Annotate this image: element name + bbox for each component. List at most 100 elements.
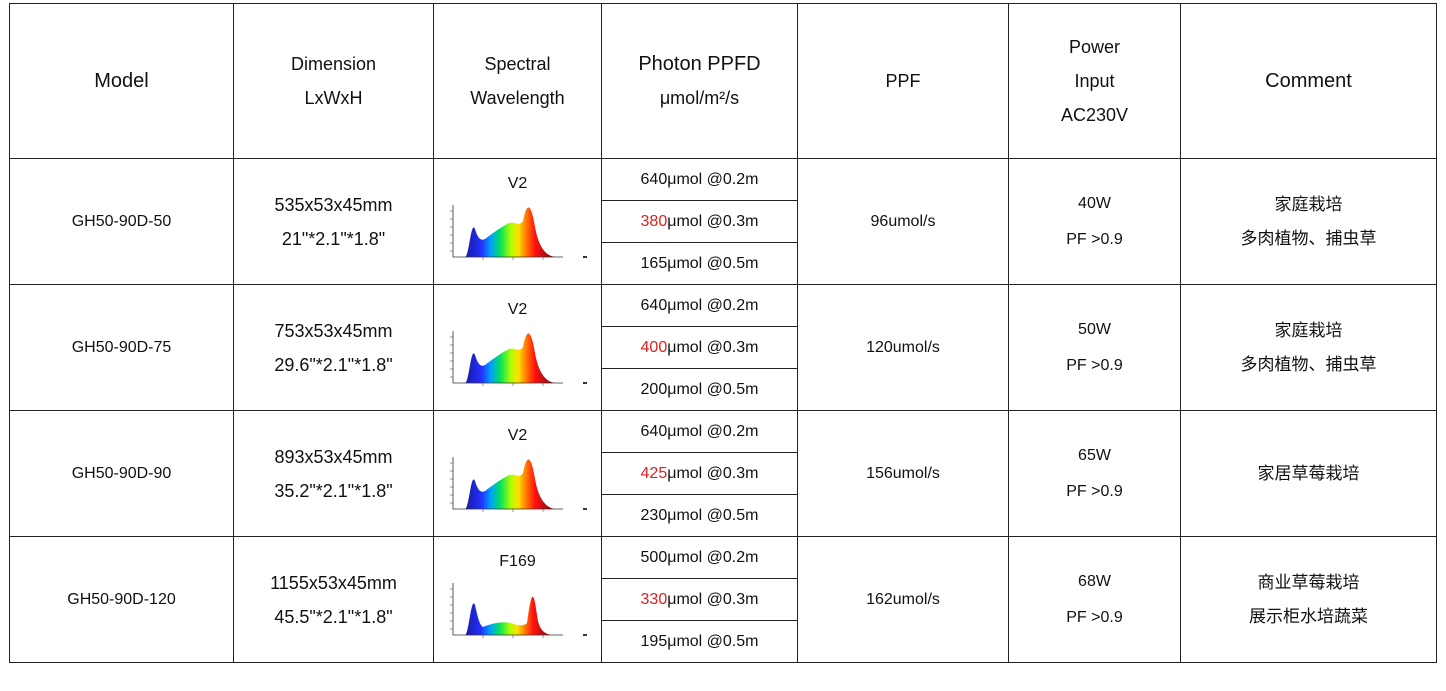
comment-line: 多肉植物、捕虫草 — [1240, 354, 1377, 374]
ppfd-cell: 640μmol @0.2m — [601, 284, 798, 327]
ppfd-suffix: μmol @0.5m — [667, 254, 759, 272]
ppfd-value: 230 — [640, 506, 668, 524]
dimension-cell: 753x53x45mm 29.6"*2.1"*1.8" — [233, 284, 434, 411]
spectrum-label: V2 — [507, 426, 528, 444]
header-model: Model — [9, 3, 234, 159]
table-row: 165μmol @0.5m — [10, 242, 1437, 285]
ppfd-cell: 230μmol @0.5m — [601, 494, 798, 537]
spectrum-cell: V2 — [433, 410, 602, 537]
spectrum-graph — [449, 582, 587, 638]
table-row: 230μmol @0.5m — [10, 494, 1437, 537]
ppfd-suffix: μmol @0.3m — [667, 464, 759, 482]
spectrum-graph — [449, 204, 587, 260]
spectrum-axis-mark — [582, 381, 587, 384]
spectrum-graph-v2-icon — [434, 323, 601, 391]
model-cell: GH50-90D-50 — [9, 158, 234, 285]
ppfd-suffix: μmol @0.5m — [667, 506, 759, 524]
ppfd-cell: 425μmol @0.3m — [601, 452, 798, 495]
spectrum-label: V2 — [507, 300, 528, 318]
comment-line: 展示柜水培蔬菜 — [1249, 606, 1368, 626]
ppf-cell: 120umol/s — [797, 284, 1009, 411]
ppfd-value: 330 — [640, 590, 668, 608]
header-spectral: Spectral Wavelength — [433, 3, 602, 159]
ppfd-value: 200 — [640, 380, 668, 398]
table-row: 425μmol @0.3m — [10, 452, 1437, 495]
table-row: 330μmol @0.3m — [10, 578, 1437, 621]
power-cell: 65W PF >0.9 — [1008, 410, 1181, 537]
comment-line: 多肉植物、捕虫草 — [1240, 228, 1377, 248]
ppfd-cell: 380μmol @0.3m — [601, 200, 798, 243]
ppfd-suffix: μmol @0.2m — [667, 422, 759, 440]
header-power: Power Input AC230V — [1008, 3, 1181, 159]
spectrum-graph — [449, 330, 587, 386]
ppfd-cell: 500μmol @0.2m — [601, 536, 798, 579]
ppfd-suffix: μmol @0.2m — [667, 170, 759, 188]
ppf-cell: 156umol/s — [797, 410, 1009, 537]
table-row: 200μmol @0.5m — [10, 368, 1437, 411]
table-row: GH50-90D-120 1155x53x45mm 45.5"*2.1"*1.8… — [9, 536, 1437, 663]
table-row: 195μmol @0.5m — [10, 620, 1437, 663]
spectrum-cell: F169 — [433, 536, 602, 663]
power-cell: 50W PF >0.9 — [1008, 284, 1181, 411]
ppfd-suffix: μmol @0.3m — [667, 212, 759, 230]
header-ppf: PPF — [797, 3, 1009, 159]
spectrum-label: F169 — [499, 552, 536, 570]
power-cell: 40W PF >0.9 — [1008, 158, 1181, 285]
comment-line: 家庭栽培 — [1274, 320, 1343, 340]
spectrum-cell: V2 — [433, 158, 602, 285]
header-comment: Comment — [1180, 3, 1437, 159]
ppfd-cell: 330μmol @0.3m — [601, 578, 798, 621]
dimension-cell: 893x53x45mm 35.2"*2.1"*1.8" — [233, 410, 434, 537]
table-row: 380μmol @0.3m — [10, 200, 1437, 243]
ppfd-cell: 165μmol @0.5m — [601, 242, 798, 285]
spectrum-axis-mark — [582, 255, 587, 258]
table-row: GH50-90D-50 535x53x45mm 21"*2.1"*1.8" V2… — [9, 158, 1437, 285]
ppfd-cell: 640μmol @0.2m — [601, 158, 798, 201]
spectrum-axes — [452, 456, 563, 509]
header-row: Model Dimension LxWxH Spectral Wavelengt… — [9, 3, 1437, 159]
dimension-cell: 535x53x45mm 21"*2.1"*1.8" — [233, 158, 434, 285]
spectrum-curve — [464, 206, 557, 257]
model-cell: GH50-90D-90 — [9, 410, 234, 537]
spectrum-graph-v2-icon — [434, 197, 601, 265]
ppfd-suffix: μmol @0.3m — [667, 590, 759, 608]
ppfd-value: 640 — [640, 170, 668, 188]
spectrum-curve — [464, 458, 557, 509]
table-row: GH50-90D-90 893x53x45mm 35.2"*2.1"*1.8" … — [9, 410, 1437, 537]
ppfd-suffix: μmol @0.5m — [667, 380, 759, 398]
spectrum-axes — [452, 204, 563, 257]
model-cell: GH50-90D-75 — [9, 284, 234, 411]
model-cell: GH50-90D-120 — [9, 536, 234, 663]
spectrum-curve — [464, 332, 557, 383]
spectrum-curve — [464, 596, 555, 635]
ppfd-value: 640 — [640, 296, 668, 314]
comment-cell: 商业草莓栽培 展示柜水培蔬菜 — [1180, 536, 1437, 663]
spectrum-graph-f169-icon — [434, 575, 601, 643]
header-dimension: Dimension LxWxH — [233, 3, 434, 159]
ppfd-cell: 200μmol @0.5m — [601, 368, 798, 411]
ppfd-cell: 640μmol @0.2m — [601, 410, 798, 453]
ppfd-suffix: μmol @0.3m — [667, 338, 759, 356]
ppfd-cell: 195μmol @0.5m — [601, 620, 798, 663]
spectrum-graph — [449, 456, 587, 512]
ppfd-suffix: μmol @0.5m — [667, 632, 759, 650]
dimension-cell: 1155x53x45mm 45.5"*2.1"*1.8" — [233, 536, 434, 663]
spectrum-axes — [452, 582, 563, 635]
comment-line: 家居草莓栽培 — [1257, 463, 1360, 483]
comment-cell: 家庭栽培多肉植物、捕虫草 — [1180, 284, 1437, 411]
ppfd-suffix: μmol @0.2m — [667, 296, 759, 314]
comment-cell: 家居草莓栽培 — [1180, 410, 1437, 537]
comment-cell: 家庭栽培 多肉植物、捕虫草 — [1180, 158, 1437, 285]
spec-table: Model Dimension LxWxH Spectral Wavelengt… — [9, 3, 1437, 663]
ppfd-value: 425 — [640, 464, 668, 482]
table-row: GH50-90D-75 753x53x45mm 29.6"*2.1"*1.8" … — [9, 284, 1437, 411]
ppfd-cell: 400μmol @0.3m — [601, 326, 798, 369]
ppfd-value: 400 — [640, 338, 668, 356]
ppfd-value: 500 — [640, 548, 668, 566]
ppfd-value: 380 — [640, 212, 668, 230]
spectrum-axis-mark — [582, 633, 587, 636]
header-ppfd: Photon PPFD μmol/m²/s — [601, 3, 798, 159]
ppf-cell: 162umol/s — [797, 536, 1009, 663]
spectrum-axis-mark — [582, 507, 587, 510]
ppfd-value: 165 — [640, 254, 668, 272]
